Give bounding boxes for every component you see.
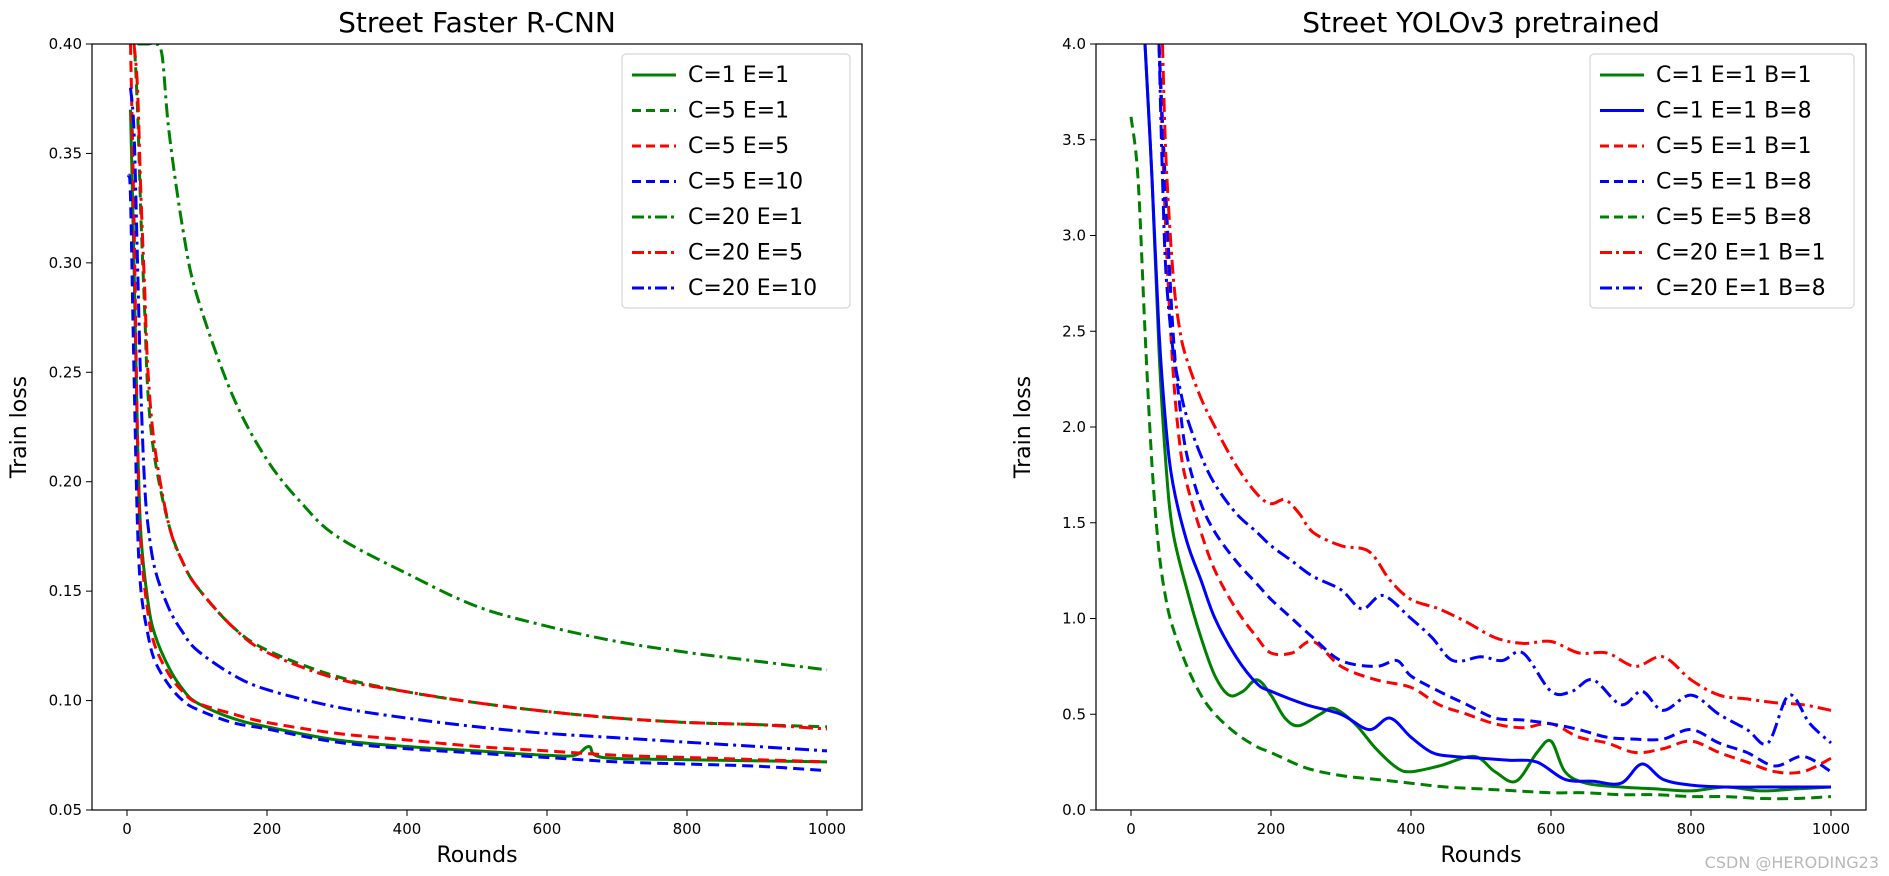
series-line	[1143, 44, 1831, 789]
series-line	[1157, 44, 1832, 774]
y-tick-label: 0.20	[49, 473, 82, 491]
y-tick-label: 0.5	[1062, 705, 1086, 723]
series-line	[1157, 44, 1833, 746]
x-tick-label: 600	[1537, 820, 1566, 838]
watermark: CSDN @HERODING23	[1704, 853, 1879, 872]
plot-frame	[91, 43, 863, 811]
legend: C=1 E=1 B=1 C=1 E=1 B=8 C=5 E=1 B=1 C=5 E=1…	[1589, 53, 1855, 309]
y-tick-label: 0.30	[49, 254, 82, 272]
series-line	[1157, 44, 1832, 775]
y-tick-label: 1.0	[1062, 610, 1086, 628]
legend-label: C=5 E=5	[688, 134, 789, 159]
y-tick-label: 0.35	[49, 144, 82, 162]
x-tick-label: 0	[1126, 820, 1136, 838]
y-tick-label: 0.40	[49, 35, 82, 53]
plot-frame	[1095, 43, 1867, 811]
legend-label: C=1 E=1 B=1	[1656, 63, 1812, 88]
legend: C=1 E=1 C=5 E=1 C=5 E=5 C=5 E=10 C=20 E=1 C=2…	[621, 53, 851, 309]
legend-label: C=20 E=5	[688, 241, 803, 266]
x-tick-label: 800	[1677, 820, 1706, 838]
legend-box	[1589, 53, 1855, 309]
series-line	[129, 109, 828, 764]
series-line	[129, 87, 828, 753]
legend-label: C=1 E=1	[688, 63, 789, 88]
x-tick-label: 200	[253, 820, 282, 838]
legend-label: C=20 E=1 B=8	[1656, 276, 1826, 301]
series-group	[1129, 44, 1833, 801]
legend-label: C=5 E=10	[688, 170, 803, 195]
series-group	[126, 44, 828, 773]
chart-title: Street Faster R-CNN	[338, 6, 616, 39]
legend-label: C=5 E=1	[688, 99, 789, 124]
y-tick-label: 4.0	[1062, 35, 1086, 53]
y-axis-label: Train loss	[1011, 376, 1036, 479]
legend-label: C=20 E=1	[688, 205, 803, 230]
y-tick-label: 3.5	[1062, 131, 1086, 149]
chart-title: Street YOLOv3 pretrained	[1302, 6, 1660, 39]
y-tick-label: 3.0	[1062, 227, 1086, 245]
y-tick-label: 0.0	[1062, 801, 1086, 819]
legend-box	[621, 53, 851, 309]
series-line	[1143, 44, 1832, 793]
series-line	[1129, 116, 1832, 801]
chart-panel-2: Street YOLOv3 pretrained 0 200 400 600 800 100…	[1011, 6, 1867, 868]
legend-label: C=5 E=1 B=1	[1656, 134, 1812, 159]
chart-panel-1: Street Faster R-CNN 0 200 400 600 800 1000 0.05…	[7, 6, 863, 868]
y-tick-label: 0.05	[49, 801, 82, 819]
legend-label: C=20 E=10	[688, 276, 817, 301]
x-tick-label: 1000	[808, 820, 846, 838]
x-tick-label: 400	[1397, 820, 1426, 838]
y-tick-label: 0.25	[49, 363, 82, 381]
y-tick-label: 2.0	[1062, 418, 1086, 436]
y-axis-label: Train loss	[7, 376, 32, 479]
y-tick-label: 0.15	[49, 582, 82, 600]
y-tick-label: 0.10	[49, 692, 82, 710]
x-tick-label: 400	[393, 820, 422, 838]
legend-label: C=5 E=5 B=8	[1656, 205, 1812, 230]
y-tick-label: 1.5	[1062, 514, 1086, 532]
x-axis-label: Rounds	[436, 843, 517, 868]
x-tick-label: 200	[1257, 820, 1286, 838]
x-tick-label: 800	[673, 820, 702, 838]
legend-label: C=20 E=1 B=1	[1656, 241, 1826, 266]
series-line	[132, 44, 828, 731]
x-tick-label: 0	[122, 820, 132, 838]
legend-label: C=1 E=1 B=8	[1656, 99, 1812, 124]
series-line	[126, 173, 828, 773]
x-tick-label: 1000	[1812, 820, 1850, 838]
legend-label: C=5 E=1 B=8	[1656, 170, 1812, 195]
series-line	[129, 44, 828, 764]
x-tick-label: 600	[533, 820, 562, 838]
x-axis-label: Rounds	[1440, 843, 1521, 868]
y-tick-label: 2.5	[1062, 322, 1086, 340]
